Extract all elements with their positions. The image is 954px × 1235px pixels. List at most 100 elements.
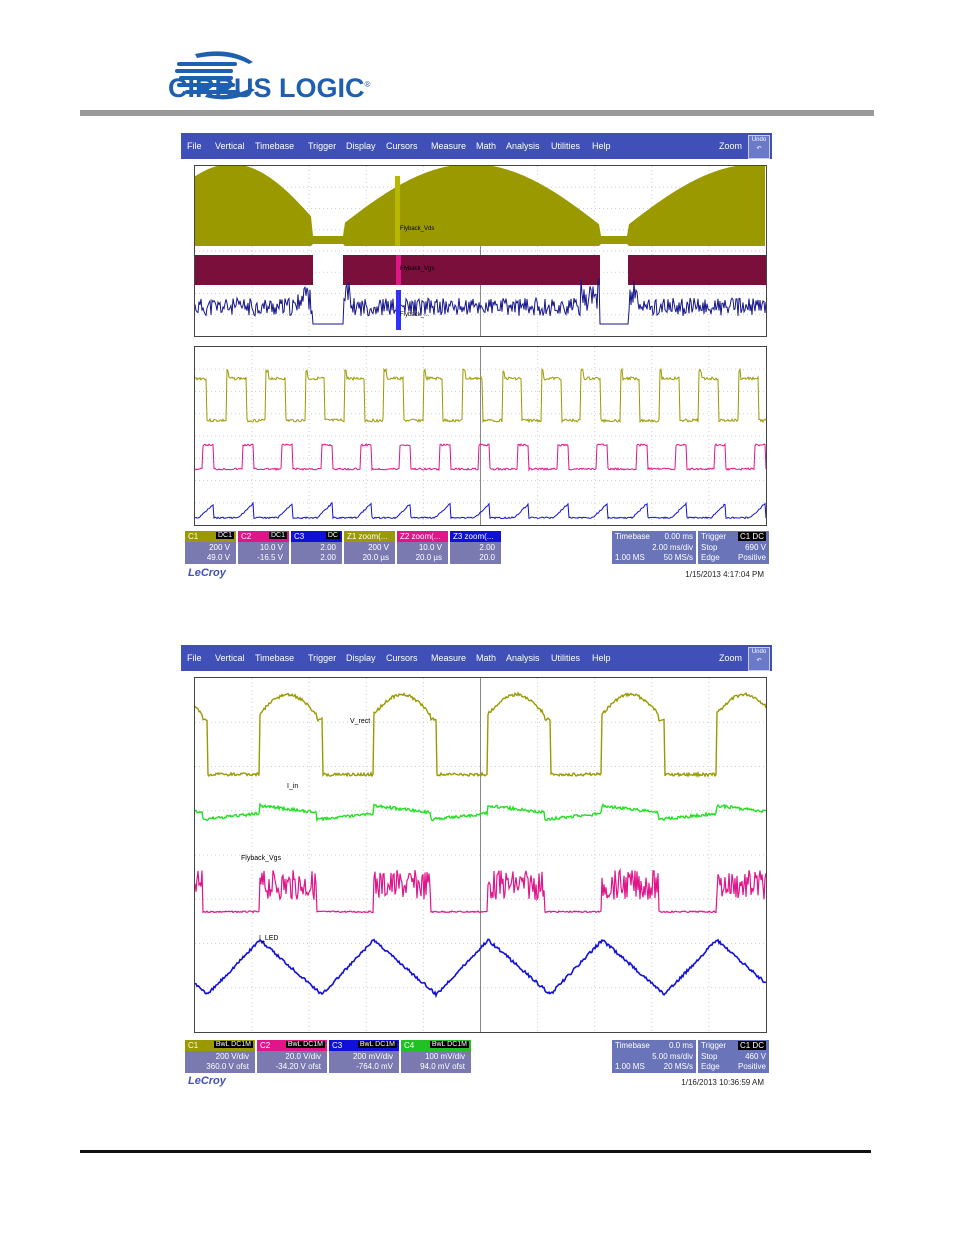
menu-utilities[interactable]: Utilities: [551, 141, 581, 151]
timestamp: 1/16/2013 10:36:59 AM: [681, 1078, 764, 1087]
panel-value: Timebase 0.00 ms: [615, 532, 693, 541]
panel-value: Edge Positive: [701, 553, 766, 562]
trace-label-c1: C1: [195, 240, 200, 246]
channel-name: Z3 zoom(...: [453, 532, 494, 541]
menu-display[interactable]: Display: [346, 141, 376, 151]
panel-value: 1.00 MS 50 MS/s: [615, 553, 693, 562]
menu-measure[interactable]: Measure: [431, 141, 467, 151]
trigger-panel[interactable]: Trigger C1 DC Stop 460 V Edge Positive: [698, 1040, 769, 1073]
channel-descriptor-bar: C1 BwL DC1M 200 V/div 360.0 V ofst C2 BwL DC…: [181, 1040, 772, 1074]
undo-button[interactable]: Undo ↶: [748, 135, 770, 159]
footer-rule: [80, 1150, 871, 1153]
descriptor-value: 200 V: [368, 543, 389, 552]
channel-descriptor[interactable]: C2 BwL DC1M 20.0 V/div -34.20 V ofst: [257, 1040, 327, 1073]
undo-icon: ↶: [756, 146, 762, 152]
channel-descriptor[interactable]: C3 DC 2.00 2.00: [291, 531, 342, 564]
menu-vertical[interactable]: Vertical: [215, 653, 245, 663]
panel-value: 0.0 ms: [668, 1041, 693, 1050]
menu-help[interactable]: Help: [592, 141, 611, 151]
descriptor-value: 49.0 V: [206, 553, 230, 562]
channel-descriptor[interactable]: Z2 zoom(... 10.0 V 20.0 µs: [397, 531, 448, 564]
coupling-badge: DC1: [215, 532, 234, 539]
channel-name: Z2 zoom(...: [400, 532, 441, 541]
menu-file[interactable]: File: [187, 653, 202, 663]
cirrus-logic-logo: [175, 51, 255, 100]
descriptor-header: C1 DC1: [185, 531, 236, 542]
descriptor-header: C2 DC1: [238, 531, 289, 542]
descriptor-value: 200 mV/div: [352, 1052, 393, 1061]
menu-measure[interactable]: Measure: [431, 653, 467, 663]
channel-name: C3: [294, 532, 305, 541]
channel-descriptor[interactable]: C4 BwL DC1M 100 mV/div 94.0 mV ofst: [401, 1040, 471, 1073]
panel-value: Stop 690 V: [701, 543, 766, 552]
channel-descriptor[interactable]: C1 BwL DC1M 200 V/div 360.0 V ofst: [185, 1040, 255, 1073]
menu-timebase[interactable]: Timebase: [255, 653, 295, 663]
menu-file[interactable]: File: [187, 141, 202, 151]
descriptor-value: 20.0 µs: [362, 553, 389, 562]
panel-value: Edge: [701, 1062, 720, 1071]
menu-analysis[interactable]: Analysis: [506, 653, 540, 663]
coupling-badge: BwL DC1M: [213, 1041, 253, 1048]
timebase-panel[interactable]: Timebase 0.0 ms 5.00 ms/div 1.00 MS 20 MS/…: [612, 1040, 696, 1073]
menu-vertical[interactable]: Vertical: [215, 141, 245, 151]
annotation-flyback: Flyback_...: [400, 312, 429, 318]
coupling-badge: BwL DC1M: [285, 1041, 325, 1048]
descriptor-header: C4 BwL DC1M: [401, 1040, 471, 1051]
menu-analysis[interactable]: Analysis: [506, 141, 540, 151]
scope-screenshot-1: File Vertical Timebase Trigger Display C…: [181, 133, 772, 583]
trigger-panel[interactable]: Trigger C1 DC Stop 690 V Edge Positive: [698, 531, 769, 564]
zoom-button[interactable]: Zoom: [719, 141, 743, 151]
menu-bar: File Vertical Timebase Trigger Display C…: [181, 645, 772, 671]
channel-name: C1: [188, 1041, 199, 1050]
zoom-button[interactable]: Zoom: [719, 653, 743, 663]
menu-cursors[interactable]: Cursors: [386, 653, 418, 663]
menu-math[interactable]: Math: [476, 653, 497, 663]
panel-value: Stop: [701, 543, 718, 552]
channel-descriptor[interactable]: Z1 zoom(... 200 V 20.0 µs: [344, 531, 395, 564]
menu-trigger[interactable]: Trigger: [308, 653, 337, 663]
panel-value: 5.00 ms/div: [652, 1052, 693, 1061]
timebase-panel[interactable]: Timebase 0.00 ms 2.00 ms/div 1.00 MS 50 MS…: [612, 531, 696, 564]
panel-value: Timebase: [615, 532, 650, 541]
descriptor-value: 2.00: [320, 543, 336, 552]
undo-button[interactable]: Undo ↶: [748, 647, 770, 671]
channel-name: C2: [260, 1041, 271, 1050]
channel-name: C2: [241, 532, 252, 541]
zoom-marker: [396, 255, 401, 285]
panel-value: Stop: [701, 1052, 718, 1061]
c1-vrect: [195, 691, 766, 778]
panel-value: 20 MS/s: [663, 1062, 693, 1071]
panel-value: Trigger: [701, 1041, 727, 1050]
channel-name: Z1 zoom(...: [347, 532, 388, 541]
channel-descriptor[interactable]: Z3 zoom(... 2.00 20.0: [450, 531, 501, 564]
menu-trigger[interactable]: Trigger: [308, 141, 337, 151]
descriptor-value: -34.20 V ofst: [275, 1062, 321, 1071]
channel-descriptor[interactable]: C1 DC1 200 V 49.0 V: [185, 531, 236, 564]
descriptor-value: 200 V: [209, 543, 230, 552]
channel-descriptor[interactable]: C3 BwL DC1M 200 mV/div -764.0 mV: [329, 1040, 399, 1073]
descriptor-value: 2.00: [479, 543, 495, 552]
panel-value: C1 DC: [737, 1041, 766, 1050]
z3-trace: [195, 501, 766, 520]
panel-value: Trigger C1 DC: [701, 1041, 766, 1050]
menu-cursors[interactable]: Cursors: [386, 141, 418, 151]
menu-help[interactable]: Help: [592, 653, 611, 663]
panel-value: Positive: [737, 553, 766, 562]
descriptor-value: 20.0: [479, 553, 495, 562]
channel-name: C1: [188, 532, 199, 541]
menu-timebase[interactable]: Timebase: [255, 141, 295, 151]
c3-iled: [195, 938, 766, 999]
descriptor-value: 94.0 mV ofst: [420, 1062, 465, 1071]
menu-display[interactable]: Display: [346, 653, 376, 663]
lecroy-brand: LeCroy: [188, 1075, 226, 1087]
coupling-badge: BwL DC1M: [357, 1041, 397, 1048]
zoom-marker: [396, 290, 401, 330]
menu-utilities[interactable]: Utilities: [551, 653, 581, 663]
panel-value: Edge Positive: [701, 1062, 766, 1071]
channel-descriptor[interactable]: C2 DC1 10.0 V -16.5 V: [238, 531, 289, 564]
timestamp: 1/15/2013 4:17:04 PM: [685, 570, 764, 579]
menu-math[interactable]: Math: [476, 141, 497, 151]
